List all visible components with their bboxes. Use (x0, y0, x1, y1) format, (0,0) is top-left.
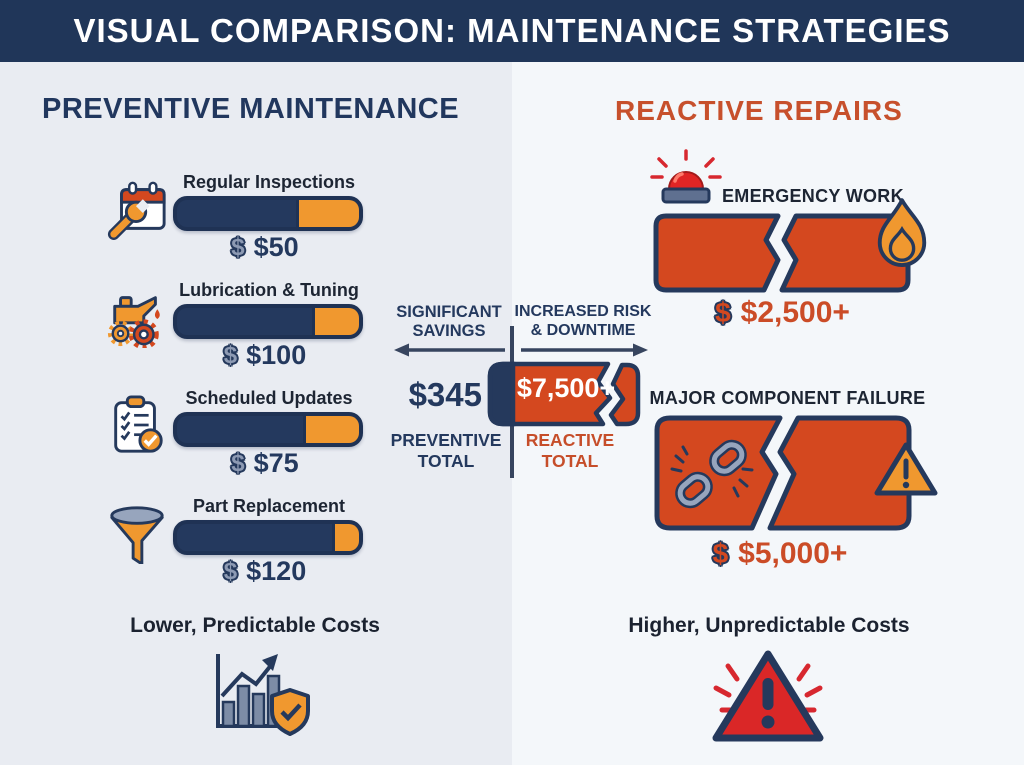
increased-risk-label: INCREASED RISK & DOWNTIME (514, 303, 652, 339)
preventive-price-row: $ $100 (173, 340, 357, 371)
broken-chain-icon (670, 439, 754, 509)
preventive-item-price: $120 (246, 556, 307, 586)
preventive-cost-bar-orange-segment (295, 200, 359, 227)
preventive-price-row: $ $120 (173, 556, 357, 587)
reactive-heading: REACTIVE REPAIRS (615, 95, 903, 126)
dollar-icon: $ (231, 449, 245, 477)
dollar-icon: $ (231, 233, 245, 261)
oil-can-gears-icon (107, 296, 160, 348)
preventive-heading: PREVENTIVE MAINTENANCE (42, 93, 460, 125)
reactive-total-broken-bar (487, 361, 641, 427)
preventive-cost-bar (173, 412, 363, 447)
preventive-item-price: $100 (246, 340, 307, 370)
dollar-icon: $ (223, 341, 238, 369)
emergency-broken-bar (653, 213, 911, 293)
preventive-cost-bar-orange-segment (332, 524, 359, 551)
preventive-cost-bar (173, 196, 363, 231)
flame-icon (877, 198, 927, 267)
savings-arrow-left-icon (394, 343, 505, 357)
emergency-work-label: EMERGENCY WORK (722, 186, 904, 206)
preventive-price-row: $ $50 (173, 232, 357, 263)
preventive-item-label: Part Replacement (192, 496, 346, 516)
preventive-total-value: $345 (408, 376, 482, 413)
preventive-price-row: $ $75 (173, 448, 357, 479)
preventive-cost-bar (173, 304, 363, 339)
significant-savings-label: SIGNIFICANT SAVINGS (396, 303, 502, 341)
component-failure-label: MAJOR COMPONENT FAILURE (649, 388, 926, 408)
preventive-item-price: $75 (253, 448, 299, 478)
preventive-cost-bar-orange-segment (303, 416, 359, 443)
preventive-item-label: Regular Inspections (182, 172, 356, 192)
failure-broken-block (654, 415, 912, 531)
preventive-cost-bar (173, 520, 363, 555)
reactive-total-label: REACTIVE TOTAL (525, 430, 615, 471)
preventive-item-label: Scheduled Updates (185, 388, 353, 408)
emergency-price: $2,500+ (740, 296, 850, 329)
reactive-summary-label: Higher, Unpredictable Costs (628, 614, 910, 637)
preventive-item-row: Scheduled Updates $ $75 (100, 384, 370, 488)
funnel-icon (110, 506, 164, 564)
risk-arrow-right-icon (521, 343, 648, 357)
reactive-total-value: $7,500+ (516, 373, 616, 403)
clipboard-check-icon (114, 395, 163, 453)
failure-price: $5,000+ (738, 537, 848, 570)
preventive-item-row: Part Replacement $ $120 (100, 492, 370, 596)
growth-chart-shield-icon (216, 654, 310, 736)
dollar-icon: $ (712, 538, 729, 569)
preventive-item-row: Regular Inspections $ $50 (100, 168, 370, 272)
preventive-item-row: Lubrication & Tuning $ $100 (100, 276, 370, 380)
header-bar: VISUAL COMPARISON: MAINTENANCE STRATEGIE… (0, 0, 1024, 62)
preventive-summary-label: Lower, Predictable Costs (130, 614, 380, 637)
preventive-item-label: Lubrication & Tuning (179, 280, 359, 300)
alert-triangle-rays-icon (712, 650, 824, 742)
preventive-total-label: PREVENTIVE TOTAL (390, 430, 502, 471)
calendar-wrench-icon (107, 181, 166, 240)
emergency-price-row: $ $2,500+ (655, 296, 910, 330)
preventive-cost-bar-orange-segment (312, 308, 359, 335)
preventive-item-price: $50 (253, 232, 299, 262)
failure-price-row: $ $5,000+ (650, 537, 910, 571)
dollar-icon: $ (715, 297, 731, 328)
dollar-icon: $ (223, 557, 238, 585)
page-title: VISUAL COMPARISON: MAINTENANCE STRATEGIE… (73, 12, 951, 49)
siren-icon (650, 149, 722, 204)
warning-triangle-icon (874, 442, 938, 496)
